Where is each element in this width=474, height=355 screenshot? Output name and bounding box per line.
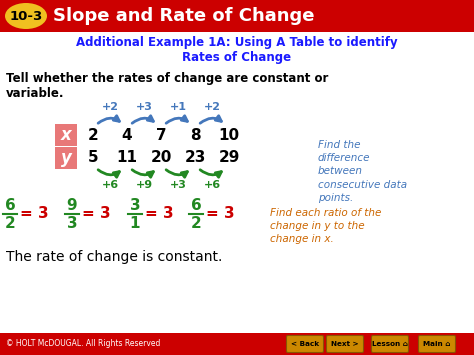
Text: © HOLT McDOUGAL. All Rights Reserved: © HOLT McDOUGAL. All Rights Reserved <box>6 339 160 349</box>
Text: 3: 3 <box>67 215 77 230</box>
Text: Lesson ⌂: Lesson ⌂ <box>372 341 408 347</box>
Text: +3: +3 <box>136 102 153 112</box>
Text: 4: 4 <box>122 127 132 142</box>
Text: 2: 2 <box>5 215 15 230</box>
Text: 10: 10 <box>219 127 239 142</box>
Text: 6: 6 <box>5 197 15 213</box>
Text: 8: 8 <box>190 127 201 142</box>
Text: Next >: Next > <box>331 341 359 347</box>
Text: = 3: = 3 <box>206 207 235 222</box>
Text: 23: 23 <box>184 151 206 165</box>
Bar <box>55 147 77 169</box>
Text: 20: 20 <box>150 151 172 165</box>
Text: 6: 6 <box>191 197 201 213</box>
Text: Tell whether the rates of change are constant or
variable.: Tell whether the rates of change are con… <box>6 72 328 100</box>
Text: The rate of change is constant.: The rate of change is constant. <box>6 250 222 264</box>
Text: +3: +3 <box>170 180 186 190</box>
Text: Slope and Rate of Change: Slope and Rate of Change <box>53 7 315 25</box>
Text: 3: 3 <box>130 197 140 213</box>
Ellipse shape <box>5 3 47 29</box>
Text: +6: +6 <box>203 180 220 190</box>
Text: +2: +2 <box>203 102 220 112</box>
Text: 2: 2 <box>191 215 201 230</box>
Text: 9: 9 <box>67 197 77 213</box>
Text: 7: 7 <box>155 127 166 142</box>
Text: x: x <box>61 126 72 144</box>
FancyBboxPatch shape <box>327 335 364 353</box>
Text: = 3: = 3 <box>82 207 110 222</box>
Text: 1: 1 <box>130 215 140 230</box>
FancyBboxPatch shape <box>286 335 323 353</box>
Text: +6: +6 <box>101 180 118 190</box>
FancyBboxPatch shape <box>419 335 456 353</box>
Text: Additional Example 1A: Using A Table to identify
Rates of Change: Additional Example 1A: Using A Table to … <box>76 36 398 64</box>
Bar <box>0 0 474 32</box>
Text: Main ⌂: Main ⌂ <box>423 341 451 347</box>
Text: Find each ratio of the
change in y to the
change in x.: Find each ratio of the change in y to th… <box>270 208 382 244</box>
FancyBboxPatch shape <box>372 335 409 353</box>
Text: +9: +9 <box>136 180 153 190</box>
Text: 5: 5 <box>88 151 98 165</box>
Text: 29: 29 <box>219 151 240 165</box>
Text: = 3: = 3 <box>145 207 173 222</box>
Text: Find the
difference
between
consecutive data
points.: Find the difference between consecutive … <box>318 140 407 203</box>
Bar <box>55 124 77 146</box>
Bar <box>0 333 474 355</box>
Text: 10-3: 10-3 <box>9 10 43 22</box>
Text: +2: +2 <box>101 102 118 112</box>
Text: = 3: = 3 <box>20 207 49 222</box>
Text: < Back: < Back <box>291 341 319 347</box>
Text: y: y <box>61 149 72 167</box>
Text: 2: 2 <box>88 127 99 142</box>
Text: 11: 11 <box>117 151 137 165</box>
Text: +1: +1 <box>170 102 186 112</box>
